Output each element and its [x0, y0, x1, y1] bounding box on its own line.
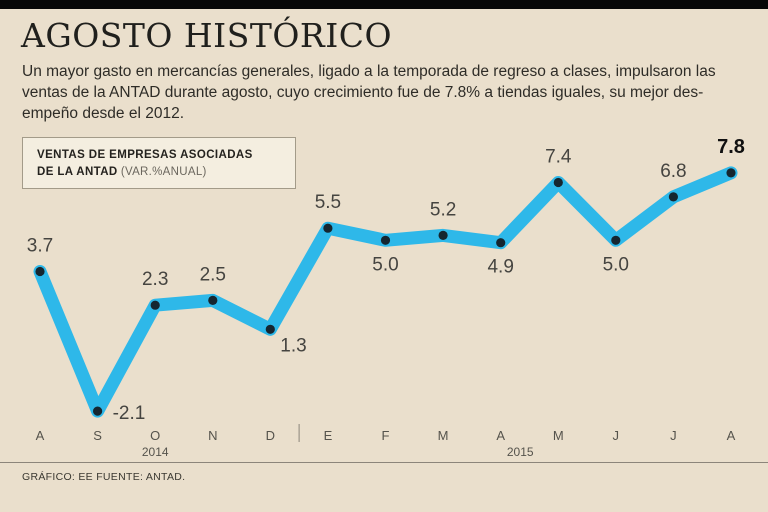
- data-point: [496, 238, 506, 248]
- month-label: A: [36, 428, 45, 443]
- legend-box: VENTAS DE EMPRESAS ASOCIADAS DE LA ANTAD…: [22, 137, 296, 189]
- value-label: 6.8: [660, 161, 686, 182]
- value-label: 5.0: [372, 254, 398, 275]
- legend-unit: (VAR.%ANUAL): [120, 166, 207, 178]
- month-label: M: [438, 428, 449, 443]
- year-label: 2014: [142, 445, 169, 459]
- value-label: 1.3: [280, 335, 306, 356]
- value-label: 2.3: [142, 269, 168, 290]
- month-label: E: [324, 428, 333, 443]
- value-label: 3.7: [27, 236, 53, 257]
- value-label: 2.5: [200, 264, 226, 285]
- data-point: [265, 324, 275, 334]
- top-bar: [0, 0, 768, 9]
- value-label: 5.0: [603, 254, 629, 275]
- data-point: [35, 266, 45, 277]
- value-label: 4.9: [487, 257, 513, 278]
- value-label: 7.8: [717, 136, 745, 158]
- page-title: AGOSTO HISTÓRICO: [21, 16, 393, 55]
- month-label: J: [670, 428, 677, 443]
- data-point: [150, 300, 160, 310]
- data-point: [380, 235, 391, 245]
- year-label: 2015: [507, 445, 534, 459]
- data-point: [726, 168, 736, 178]
- value-label: 5.5: [315, 192, 341, 213]
- data-point: [93, 406, 103, 416]
- month-label: F: [382, 428, 390, 443]
- legend-title-line2: DE LA ANTAD (VAR.%ANUAL): [37, 166, 281, 178]
- month-label: S: [93, 428, 102, 443]
- data-point: [553, 177, 563, 188]
- month-label: D: [266, 428, 275, 443]
- data-point: [668, 192, 679, 202]
- month-label: O: [150, 428, 160, 443]
- month-label: N: [208, 428, 217, 443]
- data-point: [323, 223, 333, 233]
- source-credit: GRÁFICO: EE FUENTE: ANTAD.: [22, 471, 186, 483]
- month-label: J: [613, 428, 620, 443]
- value-label: 7.4: [545, 147, 572, 168]
- value-label: 5.2: [430, 199, 456, 220]
- footer-divider: [0, 462, 768, 463]
- data-point: [611, 235, 621, 245]
- month-label: M: [553, 428, 564, 443]
- data-point: [438, 230, 448, 240]
- description-text: Un mayor gasto en mercancías generales, …: [22, 63, 716, 122]
- legend-title-line1: VENTAS DE EMPRESAS ASOCIADAS: [37, 149, 253, 161]
- data-point: [208, 295, 218, 305]
- month-label: A: [496, 428, 505, 443]
- month-label: A: [727, 428, 736, 443]
- value-label: -2.1: [113, 403, 146, 424]
- legend-title-bold: DE LA ANTAD: [37, 166, 118, 178]
- trend-line: [33, 166, 738, 418]
